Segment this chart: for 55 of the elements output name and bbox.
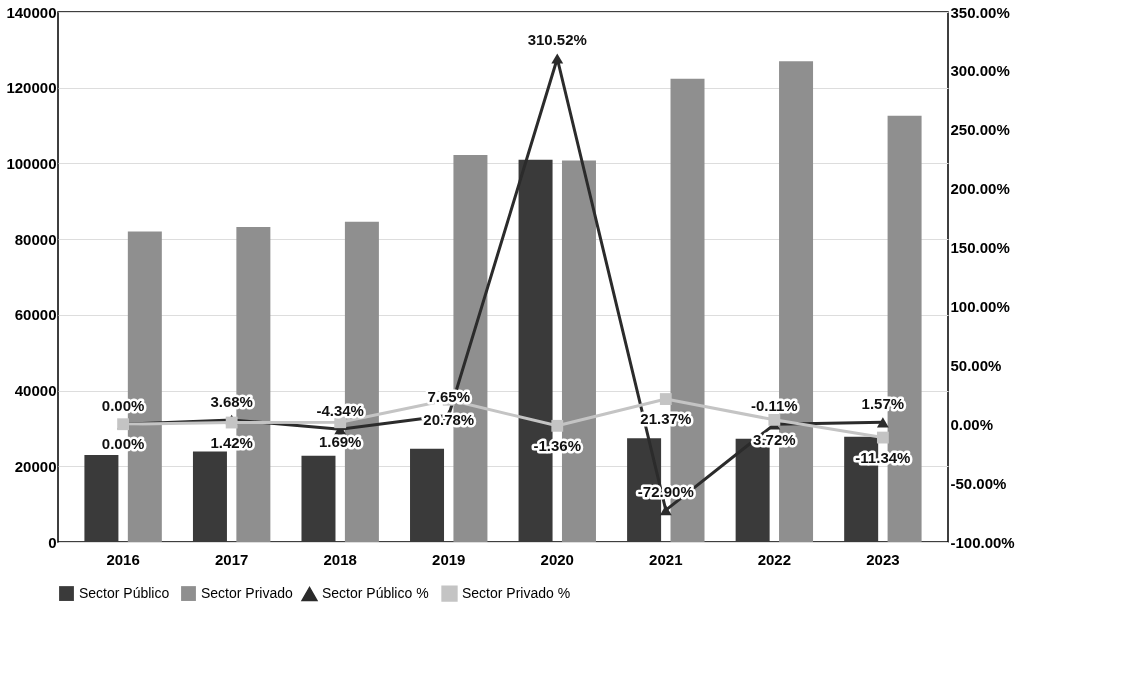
y-tick-label: 120000 xyxy=(6,79,57,97)
x-tick-label: 2022 xyxy=(757,550,792,568)
x-tick-label: 2020 xyxy=(540,550,574,568)
legend-label: Sector Público % xyxy=(322,585,429,602)
y-tick-label: 20000 xyxy=(14,457,57,475)
data-label: 310.52% xyxy=(527,31,587,49)
data-label: -11.34% xyxy=(855,448,911,466)
data-label: 1.57% xyxy=(861,395,905,413)
data-label: -4.34% xyxy=(316,402,364,420)
x-tick-label: 2016 xyxy=(106,550,140,568)
point xyxy=(659,504,672,516)
x-tick-label: 2021 xyxy=(649,550,683,568)
y2-tick-label: 50.00% xyxy=(950,356,1002,374)
legend-label: Sector Privado xyxy=(201,584,294,601)
y2-tick-label: 0.00% xyxy=(950,415,994,433)
x-tick-label: 2019 xyxy=(432,550,466,568)
y2-tick-label: 200.00% xyxy=(950,180,1010,198)
x-tick-label: 2018 xyxy=(323,550,357,568)
data-label: 20.78% xyxy=(423,410,475,428)
point xyxy=(876,431,889,444)
bar xyxy=(301,455,336,542)
data-label: -1.36% xyxy=(533,436,582,454)
y-tick-label: 60000 xyxy=(14,306,57,324)
point xyxy=(659,393,672,405)
data-label: -0.11% xyxy=(750,397,798,415)
bar xyxy=(84,454,119,542)
x-tick-label: 2017 xyxy=(214,550,249,568)
y2-tick-label: -50.00% xyxy=(950,474,1007,492)
data-label: 0.00% xyxy=(101,397,145,415)
data-label: 3.72% xyxy=(753,430,796,448)
point xyxy=(225,416,238,429)
point xyxy=(768,413,781,426)
legend-label: Sector Privado % xyxy=(462,584,571,601)
y2-tick-label: 150.00% xyxy=(950,239,1010,257)
x-tick-label: 2023 xyxy=(866,550,900,568)
bar xyxy=(192,451,227,542)
y2-tick-label: 100.00% xyxy=(950,297,1010,315)
point xyxy=(551,53,564,64)
data-label: 0.00% xyxy=(101,435,145,453)
legend-label: Sector Público xyxy=(79,584,170,601)
bar xyxy=(410,448,445,542)
y2-tick-label: 250.00% xyxy=(950,121,1010,139)
data-label: 1.69% xyxy=(318,433,362,451)
point xyxy=(551,419,564,432)
data-label: 1.42% xyxy=(210,433,253,451)
y2-tick-label: -100.00% xyxy=(950,533,1015,551)
data-label: 7.65% xyxy=(427,388,471,406)
y-tick-label: 100000 xyxy=(6,154,57,172)
y2-tick-label: 350.00% xyxy=(950,3,1010,21)
y-tick-label: 140000 xyxy=(6,3,57,21)
data-label: 3.68% xyxy=(210,392,253,410)
y-tick-label: 80000 xyxy=(14,230,57,248)
y-tick-label: 0 xyxy=(48,533,57,551)
y-tick-label: 40000 xyxy=(14,382,57,400)
y2-tick-label: 300.00% xyxy=(950,62,1010,80)
